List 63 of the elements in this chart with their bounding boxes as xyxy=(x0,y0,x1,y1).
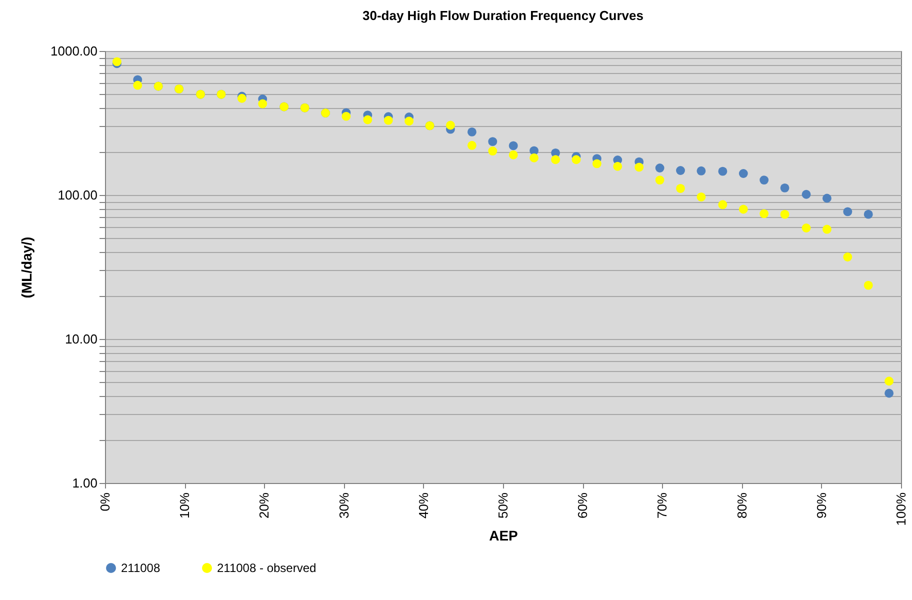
point xyxy=(467,140,476,150)
point xyxy=(843,207,852,216)
point xyxy=(696,166,706,176)
point xyxy=(718,166,728,176)
point xyxy=(592,159,602,168)
x-tick-label: 90% xyxy=(814,492,829,519)
point xyxy=(530,153,539,162)
legend-label: 211008 xyxy=(121,561,160,575)
point xyxy=(843,252,852,262)
point xyxy=(676,184,685,193)
point xyxy=(884,388,894,398)
point xyxy=(760,209,769,218)
point xyxy=(488,137,498,146)
point xyxy=(508,141,518,150)
point xyxy=(467,128,476,136)
x-tick-label: 80% xyxy=(734,492,750,519)
point xyxy=(738,169,748,178)
point xyxy=(696,192,706,202)
y-tick-label: 100.00 xyxy=(58,188,98,202)
point xyxy=(133,80,142,90)
x-tick-label: 50% xyxy=(496,492,510,519)
point xyxy=(884,376,894,386)
legend-label: 211008 - observed xyxy=(217,561,316,575)
point xyxy=(822,194,832,203)
x-tick-label: 70% xyxy=(654,492,670,519)
point xyxy=(676,166,685,175)
x-tick-label: 0% xyxy=(98,492,112,512)
point xyxy=(864,280,873,290)
x-axis-title: AEP xyxy=(489,528,518,544)
point xyxy=(780,210,790,219)
point xyxy=(780,183,790,192)
point xyxy=(864,210,873,219)
point xyxy=(551,155,560,164)
y-tick-label: 1000.00 xyxy=(50,44,98,58)
y-axis-title: (ML/day/) xyxy=(18,236,35,298)
x-tick-label: 30% xyxy=(336,492,352,519)
point xyxy=(384,116,393,125)
point xyxy=(258,99,268,108)
point xyxy=(613,162,622,171)
x-tick-label: 10% xyxy=(177,492,192,519)
point xyxy=(446,120,455,130)
y-tick-label: 10.00 xyxy=(64,332,98,346)
point xyxy=(802,224,811,232)
x-tick-label: 40% xyxy=(416,492,431,519)
point xyxy=(760,176,769,185)
point xyxy=(572,155,581,164)
x-tick-label: 20% xyxy=(256,492,272,519)
point xyxy=(738,204,748,214)
point xyxy=(822,224,832,234)
point xyxy=(488,146,498,156)
x-tick-label: 100% xyxy=(894,492,908,526)
point xyxy=(655,164,664,172)
point xyxy=(718,200,728,210)
point xyxy=(404,116,414,126)
point xyxy=(802,190,811,199)
chart-title: 30-day High Flow Duration Frequency Curves xyxy=(362,8,644,23)
point xyxy=(634,162,644,172)
x-tick-label: 60% xyxy=(575,492,590,519)
y-tick-label: 1.00 xyxy=(72,476,98,490)
point xyxy=(508,150,518,160)
point xyxy=(342,112,351,121)
point xyxy=(363,115,372,124)
point xyxy=(655,176,664,185)
